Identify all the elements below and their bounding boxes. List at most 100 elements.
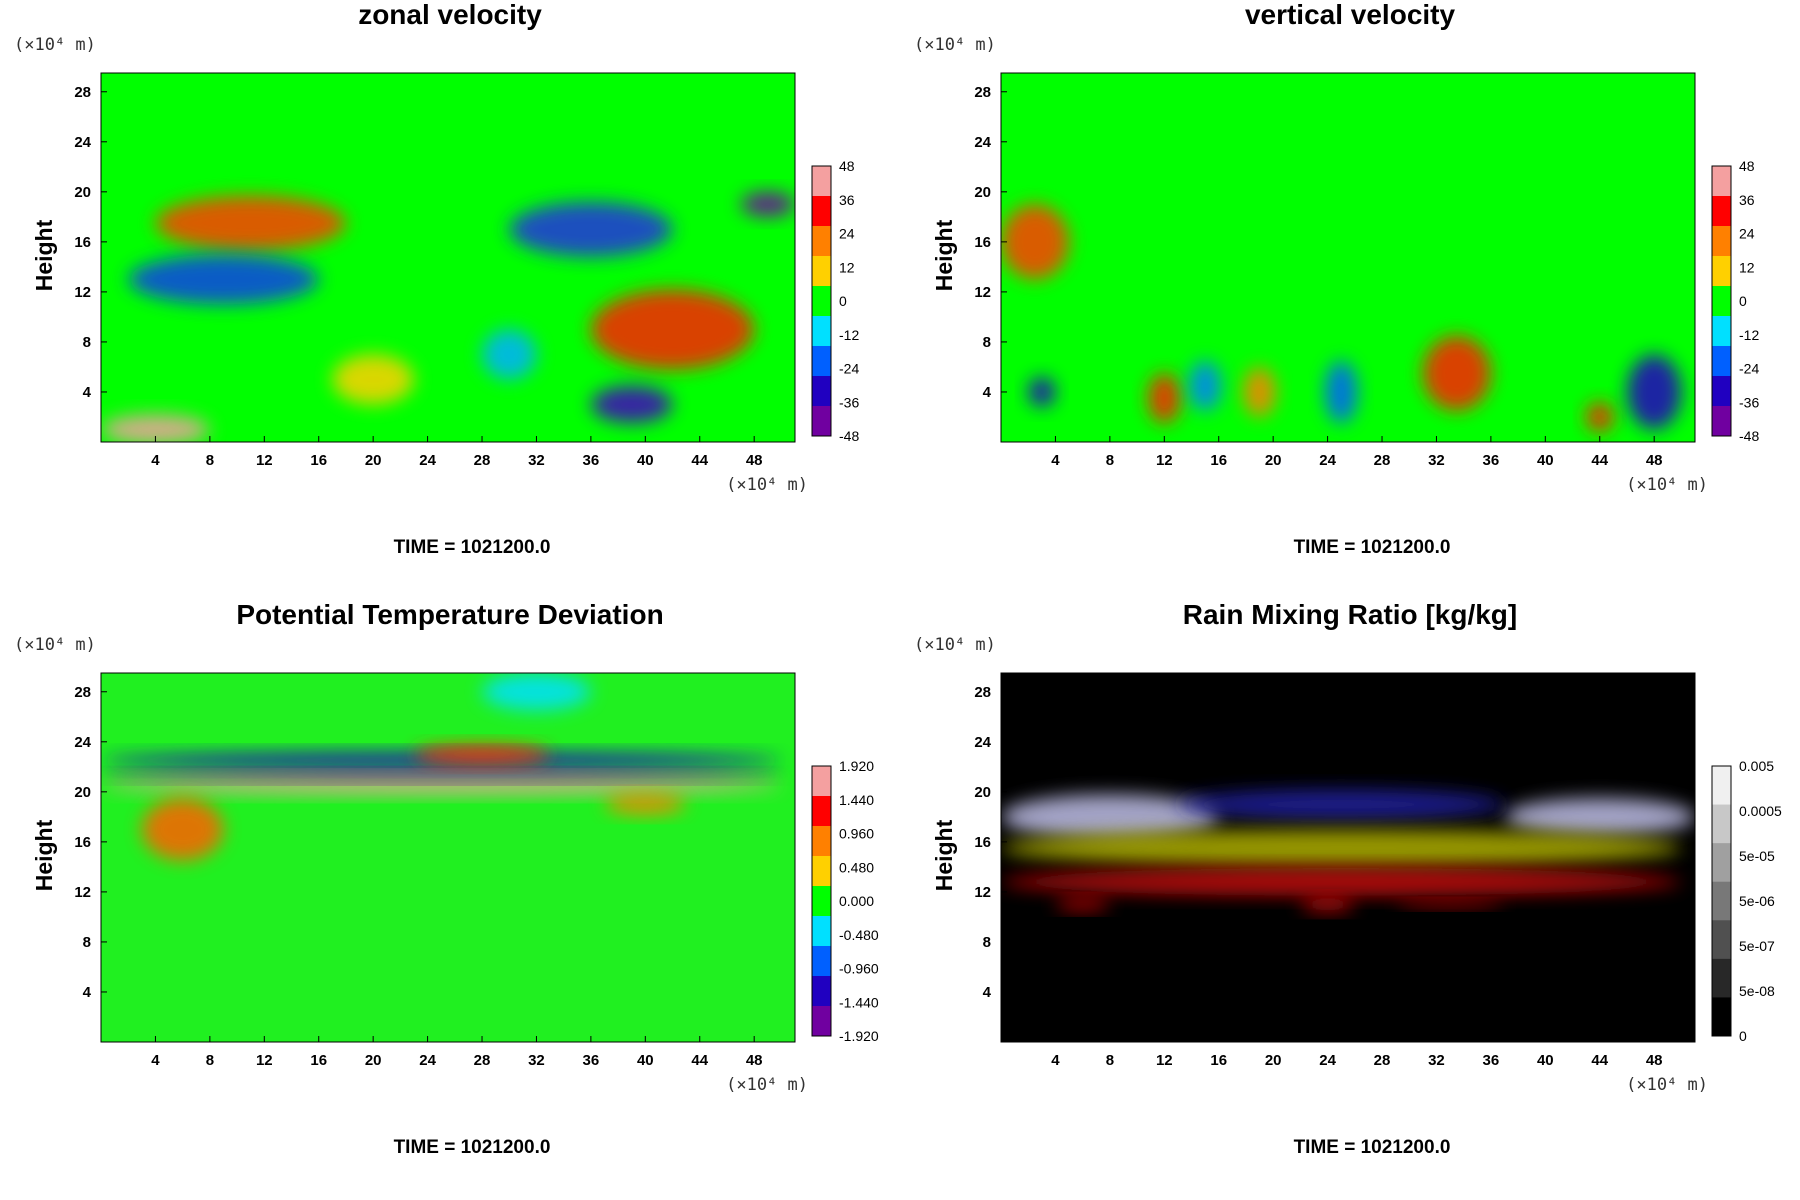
- x-tick-label: 4: [151, 452, 160, 469]
- colorbar-label: 36: [839, 192, 855, 208]
- y-tick-label: 28: [74, 84, 91, 101]
- colorbar-label: 5e-06: [1739, 893, 1775, 909]
- colorbar-label: -24: [839, 361, 859, 377]
- colorbar-segment: [1712, 166, 1731, 197]
- colorbar-segment: [1712, 804, 1731, 844]
- colorbar-segment: [1712, 843, 1731, 883]
- x-axis-unit: (×10⁴ m): [726, 1075, 808, 1095]
- x-tick-label: 24: [1319, 452, 1336, 469]
- y-tick-label: 28: [74, 684, 91, 701]
- colorbar-label: 5e-07: [1739, 938, 1775, 954]
- x-tick-label: 4: [1051, 1052, 1060, 1069]
- colorbar-label: -36: [1739, 394, 1759, 410]
- chart-title: Potential Temperature Deviation: [236, 600, 663, 630]
- y-axis-label: Height: [31, 219, 57, 291]
- heatmap-feature: [1422, 335, 1491, 411]
- x-tick-label: 24: [419, 1052, 436, 1069]
- x-tick-label: 44: [691, 452, 708, 469]
- heatmap-feature: [1055, 898, 1110, 911]
- heatmap-feature: [1188, 360, 1222, 411]
- colorbar-label: 48: [839, 158, 855, 174]
- colorbar-segment: [812, 286, 831, 317]
- colorbar-segment: [812, 916, 831, 947]
- colorbar-segment: [812, 376, 831, 407]
- x-tick-label: 12: [256, 1052, 273, 1069]
- y-tick-label: 8: [983, 934, 991, 951]
- colorbar-label: -12: [1739, 327, 1759, 343]
- x-tick-label: 4: [1051, 452, 1060, 469]
- heatmap-feature: [1586, 401, 1614, 432]
- heatmap-feature: [413, 744, 551, 765]
- heatmap-feature: [509, 201, 673, 257]
- y-axis-label: Height: [931, 219, 957, 291]
- x-tick-label: 20: [1265, 452, 1282, 469]
- colorbar-segment: [812, 316, 831, 347]
- y-tick-label: 20: [974, 184, 991, 201]
- colorbar-label: 0.960: [839, 826, 874, 842]
- heatmap-feature: [1001, 204, 1070, 280]
- time-stamp: TIME = 1021200.0: [394, 1137, 551, 1158]
- heatmap-feature: [1001, 794, 1219, 840]
- x-tick-label: 12: [1156, 1052, 1173, 1069]
- x-tick-label: 20: [1265, 1052, 1282, 1069]
- colorbar-segment: [1712, 997, 1731, 1037]
- heatmap-feature: [1504, 798, 1695, 836]
- y-tick-label: 12: [974, 884, 991, 901]
- colorbar-label: 12: [1739, 259, 1755, 275]
- y-tick-label: 24: [974, 734, 991, 751]
- colorbar-label: -0.960: [839, 961, 879, 977]
- x-tick-label: 16: [1210, 1052, 1227, 1069]
- y-tick-label: 20: [74, 184, 91, 201]
- colorbar-label: -1.440: [839, 994, 879, 1010]
- x-tick-label: 48: [746, 1052, 763, 1069]
- colorbar-segment: [812, 406, 831, 437]
- y-tick-label: 20: [74, 784, 91, 801]
- colorbar-label: 12: [839, 259, 855, 275]
- x-tick-label: 48: [1646, 1052, 1663, 1069]
- y-axis-unit: (×10⁴ m): [914, 635, 996, 655]
- heatmap-field: [1001, 673, 1695, 1042]
- heatmap-feature: [1324, 360, 1358, 424]
- heatmap-feature: [155, 195, 346, 251]
- x-tick-label: 16: [1210, 452, 1227, 469]
- x-tick-label: 16: [310, 1052, 327, 1069]
- y-tick-label: 12: [974, 284, 991, 301]
- heatmap-feature: [1001, 868, 1682, 896]
- colorbar-segment: [1712, 958, 1731, 998]
- y-tick-label: 16: [74, 234, 91, 251]
- heatmap-background: [101, 673, 795, 1042]
- y-axis-unit: (×10⁴ m): [14, 635, 96, 655]
- colorbar-frame: [1711, 765, 1732, 1037]
- heatmap-feature: [1028, 376, 1056, 407]
- x-tick-label: 20: [365, 1052, 382, 1069]
- y-tick-label: 4: [983, 384, 992, 401]
- colorbar-label: 5e-05: [1739, 848, 1775, 864]
- colorbar-label: 0: [1739, 293, 1747, 309]
- heatmap-feature: [332, 354, 414, 405]
- heatmap-feature: [590, 289, 755, 370]
- colorbar-frame: [1711, 165, 1732, 437]
- y-axis-label: Height: [31, 819, 57, 891]
- time-stamp: TIME = 1021200.0: [394, 537, 551, 558]
- x-tick-label: 32: [528, 1052, 545, 1069]
- colorbar-label: -12: [839, 327, 859, 343]
- heatmap-feature: [740, 191, 795, 217]
- colorbar-label: 5e-08: [1739, 983, 1775, 999]
- x-tick-label: 32: [1428, 1052, 1445, 1069]
- colorbar-segment: [1712, 766, 1731, 806]
- colorbar-segment: [812, 346, 831, 377]
- x-tick-label: 48: [746, 452, 763, 469]
- heatmap-feature: [590, 385, 673, 424]
- heatmap-feature: [101, 414, 210, 442]
- x-tick-label: 36: [583, 1052, 600, 1069]
- x-tick-label: 36: [583, 452, 600, 469]
- heatmap-feature: [141, 798, 224, 861]
- y-axis-unit: (×10⁴ m): [914, 35, 996, 55]
- colorbar-frame: [811, 165, 832, 437]
- x-tick-label: 24: [419, 452, 436, 469]
- heatmap-feature: [482, 673, 591, 711]
- y-axis-label: Height: [931, 819, 957, 891]
- colorbar-segment: [1712, 196, 1731, 227]
- colorbar-segment: [812, 976, 831, 1007]
